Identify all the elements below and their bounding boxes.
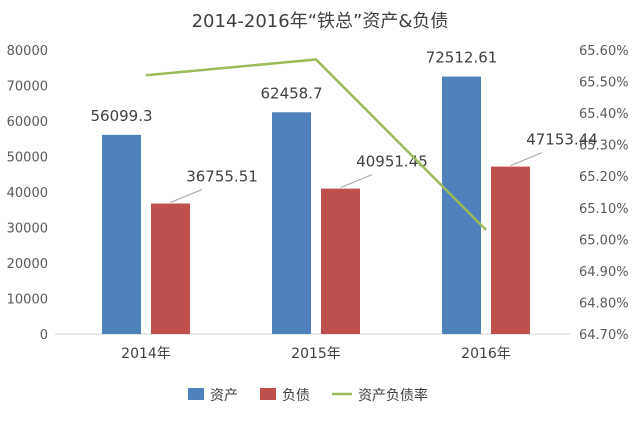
y-left-tick-label: 50000 xyxy=(7,151,48,166)
y-left-tick-label: 30000 xyxy=(7,222,48,237)
y-right-tick-label: 65.20% xyxy=(579,170,629,185)
y-right-tick-label: 65.10% xyxy=(579,202,629,217)
x-category-label: 2014年 xyxy=(121,346,171,362)
asset-bar xyxy=(272,112,311,335)
asset-data-label: 56099.3 xyxy=(90,107,152,125)
legend-swatch xyxy=(260,388,276,400)
asset-data-label: 72512.61 xyxy=(426,49,498,67)
debt-ratio-line xyxy=(145,58,487,231)
liability-label-leader xyxy=(170,189,203,203)
y-left-tick-label: 80000 xyxy=(7,44,48,59)
right-axis: 64.70% 64.80% 64.90% 65.00% 65.10% 65.20% 65.3… xyxy=(579,44,629,343)
legend: 资产 负债 资产负债率 xyxy=(188,387,428,404)
liability-bar xyxy=(321,188,360,334)
legend-swatch xyxy=(188,388,204,400)
y-right-tick-label: 65.40% xyxy=(579,107,629,122)
y-right-tick-label: 64.80% xyxy=(579,296,629,311)
y-right-tick-label: 65.60% xyxy=(579,44,629,59)
y-right-tick-label: 65.50% xyxy=(579,76,629,91)
liability-data-label: 40951.45 xyxy=(356,153,428,171)
legend-label: 资产 xyxy=(210,388,238,404)
y-left-tick-label: 20000 xyxy=(7,257,48,272)
chart-title: 2014-2016年“铁总”资产&负债 xyxy=(192,11,449,32)
y-right-tick-label: 64.90% xyxy=(579,265,629,280)
liability-label-leader xyxy=(510,152,543,167)
y-right-tick-label: 65.30% xyxy=(579,139,629,154)
asset-bar xyxy=(102,134,141,334)
liability-bar xyxy=(491,166,530,334)
x-category-label: 2015年 xyxy=(291,346,341,362)
legend-label: 负债 xyxy=(282,388,310,404)
x-labels: 2014年 2015年 2016年 xyxy=(121,346,511,362)
legend-label: 资产负债率 xyxy=(358,387,428,404)
liability-data-label: 36755.51 xyxy=(186,168,258,186)
bars xyxy=(102,76,530,335)
liability-bar xyxy=(151,203,190,334)
left-axis: 0 10000 20000 30000 40000 50000 60000 70000 8000… xyxy=(7,44,48,343)
y-left-tick-label: 70000 xyxy=(7,80,48,95)
liability-label-leader xyxy=(340,174,373,189)
y-left-tick-label: 0 xyxy=(40,328,48,343)
y-left-tick-label: 10000 xyxy=(7,293,48,308)
asset-data-label: 62458.7 xyxy=(260,84,322,102)
line-series xyxy=(145,58,487,231)
y-left-tick-label: 60000 xyxy=(7,115,48,130)
y-right-tick-label: 65.00% xyxy=(579,233,629,248)
bar-labels: 56099.3 62458.7 72512.61 36755.51 40951.45 47… xyxy=(90,49,598,203)
y-right-tick-label: 64.70% xyxy=(579,328,629,343)
liability-data-label: 47153.44 xyxy=(526,131,598,149)
x-category-label: 2016年 xyxy=(461,346,511,362)
y-left-tick-label: 40000 xyxy=(7,186,48,201)
